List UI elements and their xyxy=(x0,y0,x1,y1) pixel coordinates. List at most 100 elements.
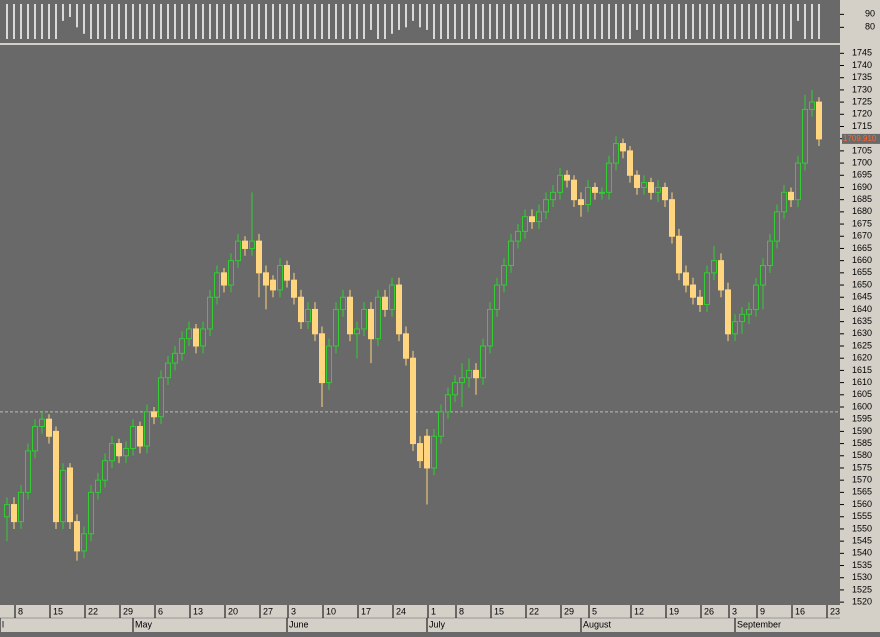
candle-body xyxy=(403,333,409,359)
candle-body xyxy=(270,279,276,291)
candle-body xyxy=(466,369,472,379)
x-tick-label: 8 xyxy=(459,606,464,616)
candle-body xyxy=(683,272,689,286)
candle-body xyxy=(242,240,248,249)
x-tick-label: 13 xyxy=(193,606,203,616)
candle-body xyxy=(67,467,73,523)
x-tick-label: 22 xyxy=(88,606,98,616)
candle-body xyxy=(613,143,619,164)
candle-body xyxy=(697,296,703,306)
candle-body xyxy=(627,150,633,176)
x-tick-label: 6 xyxy=(158,606,163,616)
last-price-tag xyxy=(842,133,880,144)
candle-body xyxy=(536,211,542,223)
candle-body xyxy=(354,328,360,335)
month-label: September xyxy=(737,619,781,629)
candle-body xyxy=(431,435,437,469)
candle-body xyxy=(165,362,171,379)
x-tick-label: 19 xyxy=(669,606,679,616)
candle-body xyxy=(4,504,10,518)
y-tick-label: 1535 xyxy=(852,560,872,570)
x-tick-label: 23 xyxy=(830,606,840,616)
candle-body xyxy=(277,265,283,291)
candle-body xyxy=(487,308,493,347)
candle-body xyxy=(46,418,52,437)
candle-body xyxy=(326,345,332,384)
candle-body xyxy=(214,272,220,298)
candle-body xyxy=(221,272,227,286)
y-tick-label: 1630 xyxy=(852,328,872,338)
x-tick-label: 16 xyxy=(795,606,805,616)
candle-body xyxy=(585,186,591,206)
candle-body xyxy=(424,435,430,469)
y-tick-label: 1745 xyxy=(852,48,872,58)
x-tick-label: 29 xyxy=(123,606,133,616)
candle-body xyxy=(95,479,101,493)
month-label: May xyxy=(135,619,153,629)
y-tick-label: 1540 xyxy=(852,548,872,558)
candle-body xyxy=(375,296,381,340)
candle-body xyxy=(130,426,136,449)
x-tick-label: 27 xyxy=(263,606,273,616)
candle-body xyxy=(144,411,150,447)
last-price-label: 1709.910 xyxy=(843,134,877,143)
candle-body xyxy=(396,284,402,335)
candle-body xyxy=(102,460,108,481)
y-tick-label: 1730 xyxy=(852,84,872,94)
y-tick-label: 1650 xyxy=(852,279,872,289)
x-tick-label: 9 xyxy=(760,606,765,616)
candle-body xyxy=(641,182,647,188)
candle-body xyxy=(662,186,668,201)
candle-body xyxy=(592,186,598,193)
candle-body xyxy=(88,491,94,535)
y-tick-label: 1545 xyxy=(852,536,872,546)
y-tick-label: 1685 xyxy=(852,194,872,204)
price-axis-panel xyxy=(840,0,880,632)
candle-body xyxy=(151,411,157,418)
candle-body xyxy=(32,426,38,452)
y-tick-label: 1575 xyxy=(852,462,872,472)
candle-body xyxy=(319,333,325,384)
candle-body xyxy=(333,308,339,347)
top-y-tick-label: 80 xyxy=(865,22,875,32)
x-tick-label: 3 xyxy=(291,606,296,616)
candle-body xyxy=(389,284,395,310)
candle-body xyxy=(550,191,556,201)
candle-body xyxy=(193,328,199,347)
candle-body xyxy=(298,296,304,323)
y-tick-label: 1520 xyxy=(852,596,872,606)
y-tick-label: 1570 xyxy=(852,475,872,485)
month-label: l xyxy=(2,619,4,629)
candle-body xyxy=(522,216,528,232)
y-tick-label: 1530 xyxy=(852,572,872,582)
candle-body xyxy=(669,199,675,237)
y-tick-label: 1605 xyxy=(852,389,872,399)
candle-body xyxy=(781,191,787,213)
x-tick-label: 1 xyxy=(431,606,436,616)
y-tick-label: 1590 xyxy=(852,426,872,436)
candle-body xyxy=(249,240,255,249)
candle-body xyxy=(116,443,122,457)
candle-body xyxy=(123,447,129,457)
candle-body xyxy=(228,260,234,286)
candle-body xyxy=(438,411,444,437)
candle-body xyxy=(200,328,206,347)
candle-body xyxy=(81,533,87,552)
candle-body xyxy=(74,521,80,552)
candle-body xyxy=(361,308,367,330)
y-tick-label: 1735 xyxy=(852,72,872,82)
x-tick-label: 22 xyxy=(529,606,539,616)
candle-body xyxy=(690,284,696,298)
y-tick-label: 1615 xyxy=(852,365,872,375)
y-tick-label: 1595 xyxy=(852,414,872,424)
y-tick-label: 1555 xyxy=(852,511,872,521)
candle-body xyxy=(816,101,822,140)
y-tick-label: 1715 xyxy=(852,121,872,131)
y-tick-label: 1680 xyxy=(852,206,872,216)
candle-body xyxy=(739,313,745,323)
candle-body xyxy=(263,272,269,286)
x-tick-label: 26 xyxy=(704,606,714,616)
y-tick-label: 1585 xyxy=(852,438,872,448)
x-tick-label: 17 xyxy=(361,606,371,616)
